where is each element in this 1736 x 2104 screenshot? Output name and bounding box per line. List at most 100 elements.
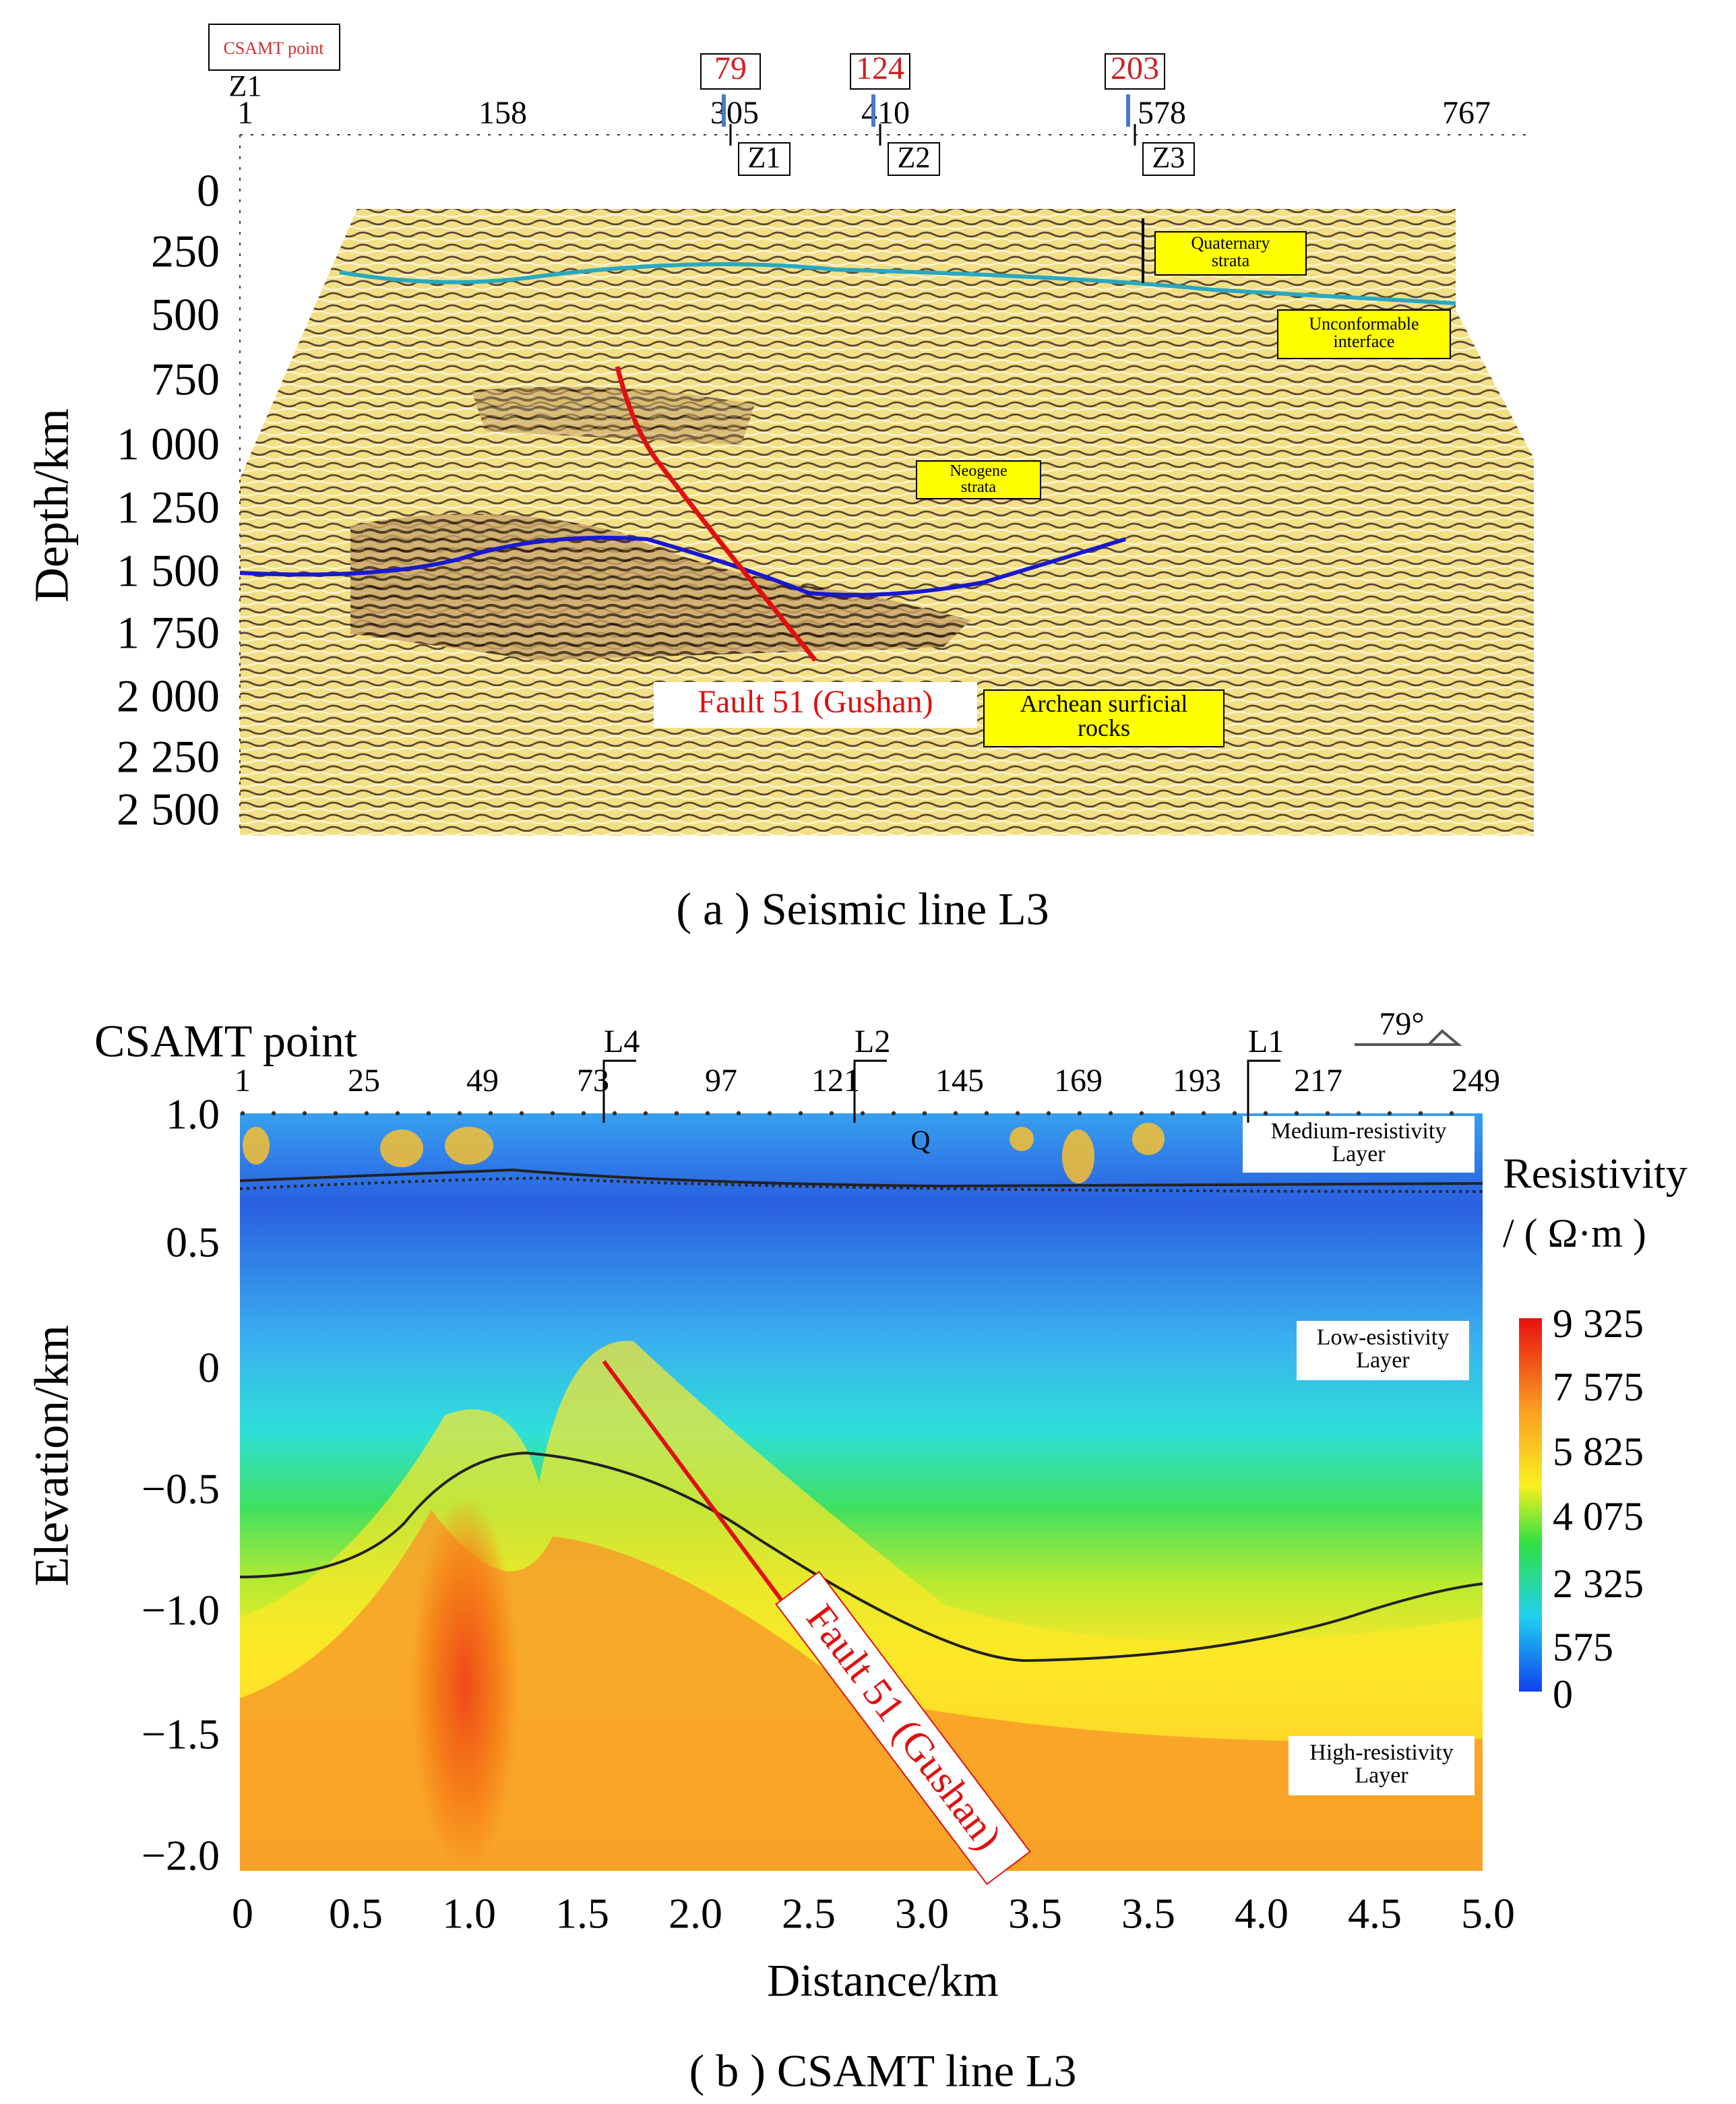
y-tick-label: 2 250 (117, 731, 220, 782)
station-dot (612, 1111, 617, 1116)
station-dot (736, 1111, 741, 1116)
resistive-body (240, 1510, 1483, 1871)
point-box (1105, 53, 1165, 90)
station-dot (581, 1111, 586, 1116)
well-box (1142, 142, 1195, 176)
annotation: Quaternary strata (1191, 233, 1270, 270)
x-tick-label: 3.0 (895, 1890, 949, 1938)
y-tick-label: 1 500 (117, 545, 220, 596)
station-label: 193 (1173, 1063, 1221, 1099)
station-label: 97 (705, 1063, 737, 1099)
y-tick-label: 1 250 (117, 482, 220, 533)
shallow-blobs (243, 1123, 1165, 1183)
station-label: 25 (348, 1063, 380, 1099)
y-tick-label: 0 (197, 165, 220, 216)
box (1154, 231, 1307, 276)
angle-label: 79° (1379, 1006, 1424, 1042)
y-tick-label: 1.0 (166, 1090, 220, 1138)
station-label: 217 (1294, 1063, 1342, 1099)
station-label: 249 (1452, 1063, 1500, 1099)
station-dot (457, 1111, 462, 1116)
well-label: Z1 (748, 141, 781, 174)
mask (240, 135, 1534, 478)
colorbar-label: 4 075 (1553, 1494, 1644, 1539)
line-label: L2 (855, 1024, 890, 1059)
station-dot (240, 1111, 245, 1116)
station-dot (953, 1111, 958, 1116)
station-dot (1232, 1111, 1237, 1116)
unconformity-line (339, 262, 1456, 305)
x-tick-label: 1.0 (442, 1890, 496, 1938)
y-axis-label: Depth/km (25, 408, 79, 602)
station-dot (271, 1111, 276, 1116)
layer-label: High-resistivity Layer (1309, 1740, 1453, 1788)
point-box (850, 53, 910, 90)
seismic-background (240, 135, 1534, 836)
box (916, 460, 1041, 499)
caption: ( a ) Seismic line L3 (676, 884, 1049, 935)
station-dot (798, 1111, 803, 1116)
station-dot (984, 1111, 989, 1116)
station-dot (1170, 1111, 1175, 1116)
interface-line (239, 1451, 1483, 1663)
station-dot (1449, 1111, 1454, 1116)
box (1243, 1116, 1475, 1173)
station-dot (674, 1111, 679, 1116)
start-label: Z1 (229, 69, 262, 102)
station-dot (1201, 1111, 1206, 1116)
legend-text: CSAMT point (223, 38, 324, 58)
point-label: 124 (856, 51, 904, 86)
point-label: 203 (1111, 51, 1159, 86)
line-label: L1 (1248, 1024, 1284, 1059)
station-dot (1046, 1111, 1051, 1116)
x-tick-label: 0 (232, 1890, 253, 1938)
station-label: 169 (1054, 1063, 1103, 1099)
station-label: 49 (466, 1063, 499, 1099)
colorbar-title: Resistivity (1503, 1150, 1687, 1198)
layer-label: Low-esistivity Layer (1317, 1325, 1449, 1373)
point-box (700, 53, 761, 90)
station-dot (705, 1111, 710, 1116)
strong-reflectors (350, 514, 970, 660)
station-dot (1387, 1111, 1392, 1116)
top-label: CSAMT point (94, 1016, 357, 1067)
top-tick-label: 767 (1442, 95, 1491, 131)
y-tick-label: −1.0 (142, 1586, 220, 1634)
line-label: L4 (604, 1024, 640, 1059)
box (1289, 1736, 1475, 1795)
station-dot (550, 1111, 555, 1116)
annotation: Neogene strata (950, 462, 1007, 496)
station-dot (829, 1111, 834, 1116)
station-dot (643, 1111, 648, 1116)
colorbar-label: 0 (1553, 1672, 1573, 1716)
station-label: 145 (935, 1063, 984, 1099)
box (1297, 1321, 1469, 1380)
station-dot (364, 1111, 369, 1116)
station-label: 121 (811, 1063, 860, 1099)
station-dot (1356, 1111, 1361, 1116)
well-label: Z2 (898, 141, 931, 174)
colorbar-label: 7 575 (1553, 1365, 1644, 1409)
station-dot (922, 1111, 927, 1116)
station-dot (1139, 1111, 1144, 1116)
colorbar-label: 2 325 (1553, 1561, 1644, 1606)
top-tick-label: 305 (710, 95, 759, 131)
colorbar-label: 575 (1553, 1625, 1613, 1669)
colorbar-unit: / ( Ω·m ) (1503, 1211, 1646, 1256)
y-tick-label: −2.0 (142, 1832, 220, 1880)
station-dot (1325, 1111, 1330, 1116)
y-axis-label: Elevation/km (25, 1325, 79, 1586)
station-dot (519, 1111, 524, 1116)
top-tick-label: 158 (478, 95, 527, 131)
interface-line (239, 1168, 1483, 1188)
station-dot (1294, 1111, 1299, 1116)
dip-symbol (1355, 1029, 1462, 1046)
annotation: Unconformable interface (1309, 314, 1419, 351)
well-box (888, 142, 940, 176)
x-tick-label: 0.5 (329, 1890, 383, 1938)
y-tick-label: −0.5 (142, 1465, 220, 1513)
seismic-section: CSAMT point Z1 Quaternary strata Unconfor… (25, 24, 1534, 935)
station-dot (860, 1111, 865, 1116)
box (1277, 309, 1451, 359)
